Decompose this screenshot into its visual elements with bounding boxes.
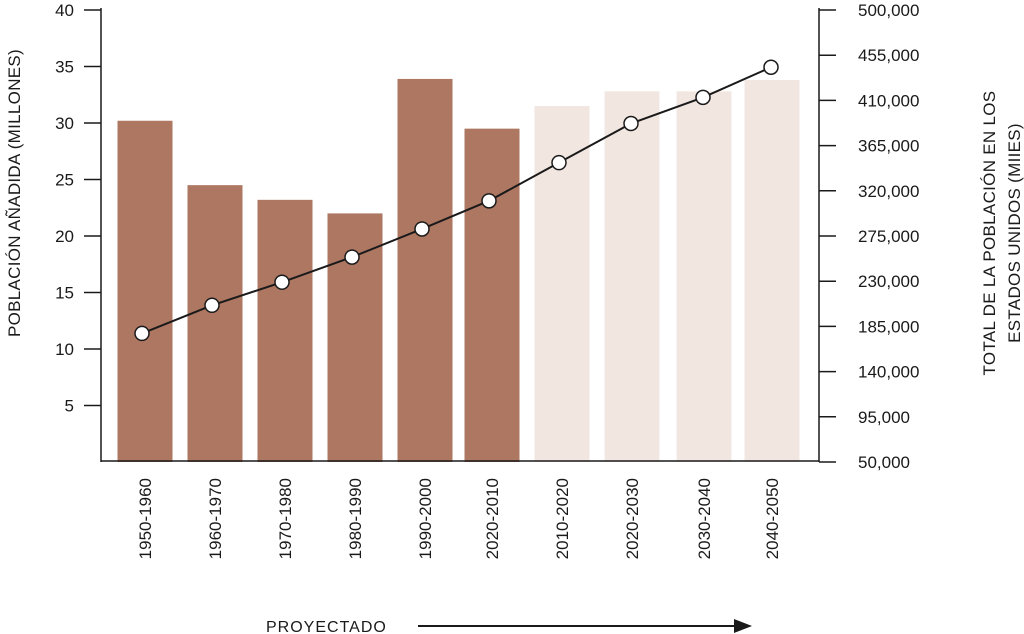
projected-label: PROYECTADO — [266, 619, 387, 634]
right-tick-label: 500,000 — [858, 1, 919, 20]
bar-2020-2030 — [604, 91, 660, 463]
bar-2020-2010 — [464, 128, 520, 462]
left-tick-label: 30 — [55, 114, 74, 133]
right-tick-label: 185,000 — [858, 317, 919, 336]
category-label: 1970-1980 — [276, 478, 295, 559]
line-point-1970-1980 — [274, 274, 290, 290]
right-axis-title: TOTAL DE LA POBLACIÓN EN LOS ESTADOS UNI… — [980, 91, 1024, 376]
total-population-line — [134, 59, 779, 342]
bar-1960-1970 — [187, 185, 243, 462]
bar-1970-1980 — [257, 199, 313, 462]
line-point-1980-1990 — [344, 249, 360, 265]
line-point-2040-2050 — [763, 59, 779, 76]
bar-group — [117, 78, 800, 463]
total-population-polyline — [141, 66, 772, 335]
right-tick-label: 95,000 — [858, 408, 910, 427]
category-label: 1980-1990 — [346, 478, 365, 559]
category-label: 2030-2040 — [695, 478, 714, 559]
left-tick-label: 40 — [55, 1, 74, 20]
category-label: 2020-2010 — [483, 478, 502, 559]
line-point-2020-2030 — [623, 115, 639, 132]
line-point-1990-2000 — [414, 221, 430, 237]
category-label: 1960-1970 — [206, 478, 225, 559]
right-tick-label: 410,000 — [858, 91, 919, 110]
bar-1990-2000 — [397, 78, 453, 463]
line-point-1950-1960 — [134, 325, 150, 342]
bar-1950-1960 — [117, 120, 173, 463]
category-labels: 1950-1960 1960-1970 1970-1980 1980-1990 1990… — [136, 478, 782, 559]
left-tick-label: 20 — [55, 227, 74, 246]
left-tick-label: 15 — [55, 284, 74, 303]
line-point-1960-1970 — [204, 297, 220, 314]
right-tick-label: 140,000 — [858, 363, 919, 382]
right-tick-label: 365,000 — [858, 137, 919, 156]
bar-2030-2040 — [676, 91, 732, 463]
line-point-2030-2040 — [695, 89, 711, 106]
category-label: 1990-2000 — [416, 478, 435, 559]
line-point-2010-2020 — [551, 154, 567, 171]
axes — [100, 8, 820, 462]
left-tick-label: 35 — [55, 58, 74, 77]
right-tick-label: 275,000 — [858, 227, 919, 246]
right-tick-label: 455,000 — [858, 46, 919, 65]
right-tick-label: 320,000 — [858, 182, 919, 201]
projected-arrow — [418, 619, 752, 633]
bar-2040-2050 — [744, 80, 800, 462]
category-label: 2010-2020 — [553, 478, 572, 559]
left-tick-label: 5 — [65, 397, 74, 416]
left-axis-ticks: 5 10 15 20 25 30 35 40 — [55, 1, 101, 416]
left-tick-label: 25 — [55, 171, 74, 190]
left-tick-label: 10 — [55, 340, 74, 359]
category-label: 1950-1960 — [136, 478, 155, 559]
right-axis-title-line-1: TOTAL DE LA POBLACIÓN EN LOS — [980, 91, 999, 376]
right-axis-ticks: 50,000 95,000 140,000 185,000 230,000 275,000… — [819, 1, 919, 472]
category-label: 2020-2030 — [623, 478, 642, 559]
right-tick-label: 50,000 — [858, 453, 910, 472]
right-tick-label: 230,000 — [858, 272, 919, 291]
left-axis-title: POBLACIÓN AÑADIDA (MILLONES) — [5, 49, 24, 337]
category-label: 2040-2050 — [763, 478, 782, 559]
right-axis-title-line-2: ESTADOS UNIDOS (MIIES) — [1005, 123, 1024, 343]
line-point-2020-2010 — [481, 193, 497, 209]
